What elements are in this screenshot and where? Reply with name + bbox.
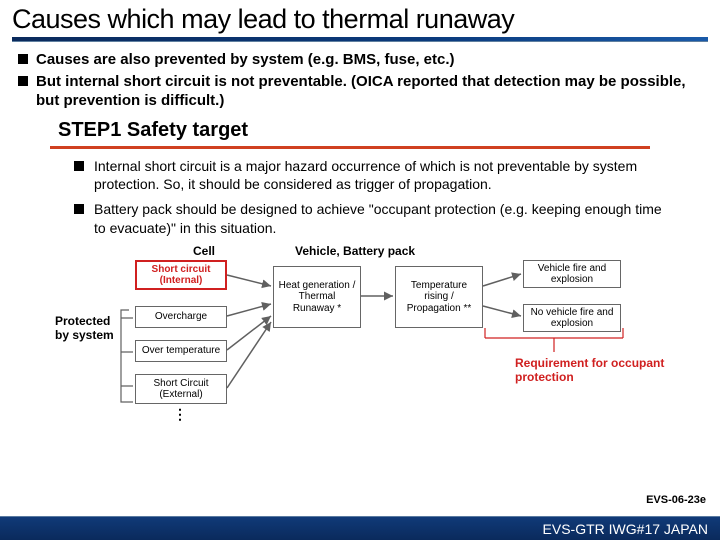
bullet-text: But internal short circuit is not preven… [36, 72, 702, 111]
box-short-ext: Short Circuit (External) [135, 374, 227, 404]
bullet-icon [74, 204, 84, 214]
box-temp: Temperature rising / Propagation ** [395, 266, 483, 328]
bullet-text: Causes are also prevented by system (e.g… [36, 50, 455, 70]
nested-bullet-text: Internal short circuit is a major hazard… [94, 157, 662, 195]
doc-reference: EVS-06-23e [646, 494, 706, 506]
box-heat: Heat generation / Thermal Runaway * [273, 266, 361, 328]
flow-diagram: Cell Vehicle, Battery pack Short circuit… [55, 244, 665, 454]
box-short-internal: Short circuit (Internal) [135, 260, 227, 290]
box-overtemp: Over temperature [135, 340, 227, 362]
main-bullets: Causes are also prevented by system (e.g… [0, 42, 720, 119]
col-label-pack: Vehicle, Battery pack [295, 244, 415, 258]
bullet-icon [18, 76, 28, 86]
footer-text: EVS-GTR IWG#17 JAPAN [543, 521, 708, 537]
box-overcharge: Overcharge [135, 306, 227, 328]
ellipsis-icon: ⋮ [173, 406, 187, 423]
box-fire: Vehicle fire and explosion [523, 260, 621, 288]
label-protected: Protected by system [55, 314, 127, 342]
box-nofire: No vehicle fire and explosion [523, 304, 621, 332]
slide-title: Causes which may lead to thermal runaway [12, 4, 708, 35]
step-rule [50, 146, 650, 149]
bullet-icon [74, 161, 84, 171]
embedded-slide: STEP1 Safety target Internal short circu… [50, 119, 670, 455]
footer-bar: EVS-GTR IWG#17 JAPAN [0, 516, 720, 540]
bullet-icon [18, 54, 28, 64]
step-title: STEP1 Safety target [58, 119, 670, 142]
col-label-cell: Cell [193, 244, 215, 258]
nested-bullet-text: Battery pack should be designed to achie… [94, 200, 662, 238]
label-requirement: Requirement for occupant protection [515, 356, 665, 384]
